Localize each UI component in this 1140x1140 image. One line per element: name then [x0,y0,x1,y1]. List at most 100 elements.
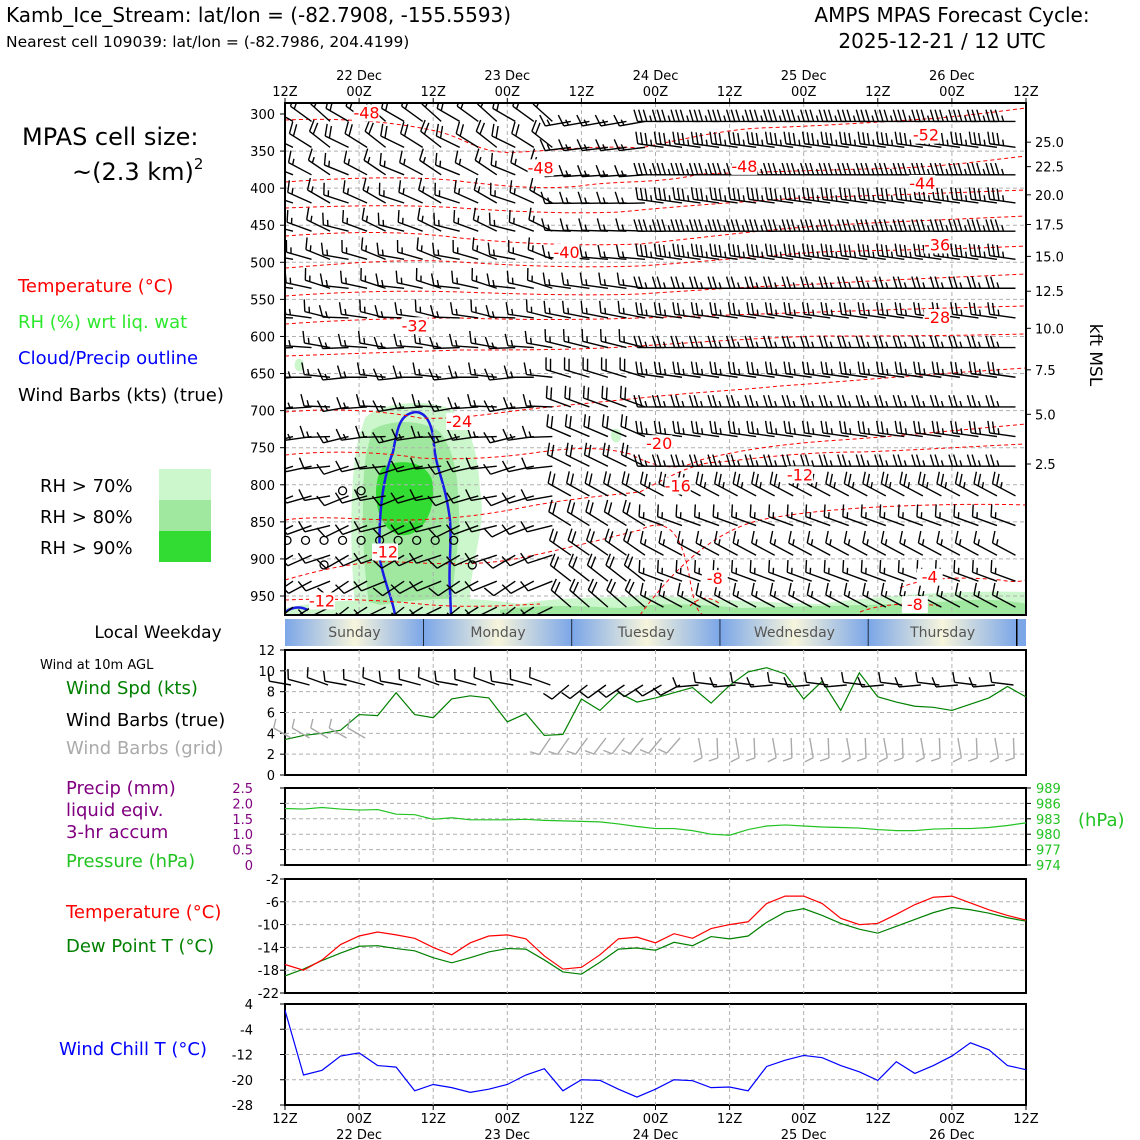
xs-wind-barb [874,276,905,289]
xs-wind-barb [690,187,720,204]
contour-label-bg [924,236,951,254]
xs-wind-barb [395,270,423,289]
xs-wind-barb [968,420,998,438]
legend-rh80-swatch [159,500,211,531]
precip-circle [337,486,348,496]
xs-wind-barb [894,361,923,378]
xs-wind-barb [880,582,905,608]
weekday-cell [720,619,869,646]
xs-wind-barb [781,276,812,289]
xs-wind-barb [764,131,794,149]
chill-y-tick-label: 4 [245,998,253,1013]
xs-wind-barb [966,162,997,176]
xs-wind-barb [545,357,572,378]
xs-wind-barb [987,361,1016,378]
pressure-tick-label: 300 [250,108,275,123]
cycle-date: 2025-12-21 / 12 UTC [838,29,1045,53]
xs-wind-barb [548,528,572,556]
xs-wind-barb [746,131,775,149]
contour-label-bg [909,174,936,192]
xs-wind-barb [985,395,1016,408]
xs-wind-barb [670,454,701,467]
xs-wind-barb [818,454,849,467]
xs-wind-barb [372,400,405,413]
xs-wind-barb [800,335,831,349]
xs-wind-barb [950,131,979,149]
xs-wind-barb [913,361,942,378]
xs-wind-barb [620,414,646,438]
xs-wind-barb [953,504,979,527]
xs-wind-barb [320,242,349,261]
xs-wind-barb [929,395,960,408]
xs-wind-barb [894,420,923,438]
xs-wind-barb [966,395,997,408]
xs-wind-barb [651,109,683,123]
xs-wind-barb [690,302,720,319]
xs-wind-barb [746,302,775,319]
xs-wind-barb [688,109,720,123]
cross-section-wind-barbs [285,103,1016,615]
wind-y-tick-label: 0 [267,769,275,784]
xs-wind-barb [305,207,331,232]
xs-wind-barb [298,489,331,502]
xs-wind-barb [880,530,905,556]
xs-wind-barb [769,582,794,608]
xs-wind-barb [334,524,368,536]
xs-wind-barb [658,530,683,556]
xs-wind-barb [950,187,979,204]
xs-wind-barb [987,420,1016,438]
xs-wind-barb [483,400,516,413]
xs-wind-barb [948,395,979,408]
xs-wind-barb [325,103,349,123]
wind-barb-grid [1005,737,1015,762]
xs-wind-barb [690,131,720,149]
xs-wind-barb [892,335,923,349]
pressure-tick-label: 950 [250,590,275,605]
xs-wind-barb [448,365,479,378]
xs-wind-barb [800,276,831,289]
xs-wind-barb [376,242,405,261]
xs-wind-barb [653,243,683,261]
xs-wind-barb [744,454,775,467]
xs-wind-barb [621,471,646,497]
xs-wind-barb [522,394,553,408]
xs-wind-barb [524,330,553,349]
xs-wind-barb [764,420,794,438]
xs-wind-barb [968,361,998,378]
xs-wind-barb [762,335,794,349]
xs-wind-barb [968,131,998,149]
xs-wind-barb [487,242,516,261]
xs-wind-barb [916,504,942,527]
time-tick-label: 12Z [272,1112,298,1127]
precip-label-2: liquid eqiv. [66,800,163,821]
wind-barb-grid [930,737,941,762]
wind-barb-grid [584,737,607,755]
xs-wind-barb [417,207,442,232]
wind-barb-grid [328,718,347,739]
pressure-tick-label: 500 [250,256,275,271]
xs-wind-barb [639,530,664,556]
xs-wind-barb [316,463,349,475]
pressure-tick-label: 600 [250,330,275,345]
xs-wind-barb [990,504,1016,527]
xs-wind-barb [599,300,627,319]
xs-wind-barb [874,162,905,176]
wind-speed-line [284,667,1027,741]
xs-wind-barb [285,142,294,148]
xs-wind-barb [805,560,831,582]
xs-wind-barb [471,237,498,260]
xs-wind-barb [464,580,498,592]
xs-wind-barb [568,553,590,582]
xs-wind-barb [656,560,683,582]
wind-barb-grid [658,737,681,754]
xs-wind-barb [987,243,1016,261]
xs-wind-barb [504,606,516,615]
time-tick-label: 00Z [791,1112,817,1127]
time-tick-label: 00Z [643,85,669,100]
xs-wind-barb [670,219,701,232]
xs-wind-barb [899,471,924,497]
xs-wind-barb [651,219,683,232]
wind-barb-grid [603,737,626,755]
wind-barb-grid [639,737,663,754]
xs-wind-barb [601,414,627,438]
